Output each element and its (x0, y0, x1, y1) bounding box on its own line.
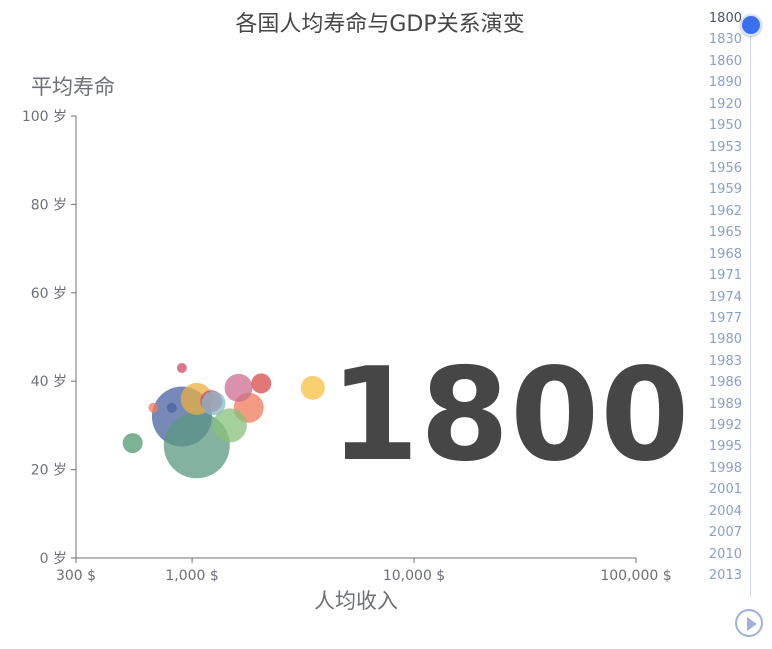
x-tick-label: 100,000 $ (600, 568, 671, 584)
bubble-point[interactable] (166, 402, 177, 413)
timeline-year-1860[interactable]: 1860 (708, 53, 742, 69)
x-tick-label: 10,000 $ (383, 568, 445, 584)
x-tick-label: 300 $ (56, 568, 96, 584)
timeline-year-1959[interactable]: 1959 (708, 182, 742, 198)
x-axis-label: 人均收入 (314, 589, 398, 613)
chart-bubbles (122, 362, 325, 479)
x-tick-label: 1,000 $ (165, 568, 218, 584)
timeline-year-1986[interactable]: 1986 (708, 375, 742, 391)
timeline-year-2013[interactable]: 2013 (708, 568, 742, 583)
timeline-year-1890[interactable]: 1890 (708, 75, 742, 91)
timeline-year-1830[interactable]: 1830 (708, 32, 742, 48)
bubble-point[interactable] (122, 433, 143, 454)
y-tick-label: 100 岁 (22, 109, 67, 125)
timeline-handle[interactable] (740, 14, 762, 36)
timeline-year-1989[interactable]: 1989 (708, 396, 742, 412)
timeline-year-1950[interactable]: 1950 (708, 118, 742, 134)
bubble-point[interactable] (251, 373, 272, 394)
timeline-year-1968[interactable]: 1968 (708, 246, 742, 262)
timeline-year-2004[interactable]: 2004 (708, 503, 742, 519)
y-tick-label: 40 岁 (31, 374, 67, 390)
timeline-year-1977[interactable]: 1977 (708, 310, 742, 326)
current-year-display: 1800 (330, 341, 691, 490)
chart-title: 各国人均寿命与GDP关系演变 (235, 12, 525, 37)
timeline-year-1962[interactable]: 1962 (708, 203, 742, 219)
bubble-point[interactable] (201, 391, 226, 416)
timeline-track (750, 22, 751, 597)
y-tick-label: 60 岁 (31, 286, 67, 302)
timeline-year-2007[interactable]: 2007 (708, 525, 742, 541)
y-tick-label: 80 岁 (31, 197, 67, 213)
timeline-year-1995[interactable]: 1995 (708, 439, 742, 455)
timeline-year-1920[interactable]: 1920 (708, 96, 742, 112)
timeline-year-1956[interactable]: 1956 (708, 160, 742, 176)
timeline-year-2001[interactable]: 2001 (708, 482, 742, 498)
timeline-year-1971[interactable]: 1971 (708, 268, 742, 284)
timeline-year-1953[interactable]: 1953 (708, 139, 742, 155)
timeline-year-1983[interactable]: 1983 (708, 353, 742, 369)
play-icon (747, 617, 757, 631)
y-tick-label: 20 岁 (31, 463, 67, 479)
bubble-point[interactable] (176, 362, 187, 373)
timeline-year-1980[interactable]: 1980 (708, 332, 742, 348)
bubble-point[interactable] (212, 408, 247, 443)
bubble-point[interactable] (148, 402, 159, 413)
y-tick-label: 0 岁 (40, 551, 67, 567)
chart-axes: 0 岁 20 岁 40 岁 60 岁 80 岁 100 岁 300 $ 1,000 $ 10,0… (22, 109, 672, 584)
bubble-point[interactable] (224, 373, 253, 402)
timeline-year-1800[interactable]: 1800 (708, 11, 742, 26)
timeline-year-1992[interactable]: 1992 (708, 418, 742, 434)
timeline-year-1998[interactable]: 1998 (708, 460, 742, 476)
play-button[interactable] (735, 609, 763, 637)
timeline-year-2010[interactable]: 2010 (708, 546, 742, 562)
timeline-year-1974[interactable]: 1974 (708, 289, 742, 305)
timeline-year-1965[interactable]: 1965 (708, 225, 742, 241)
y-axis-label: 平均寿命 (31, 75, 115, 99)
bubble-point[interactable] (300, 375, 325, 400)
